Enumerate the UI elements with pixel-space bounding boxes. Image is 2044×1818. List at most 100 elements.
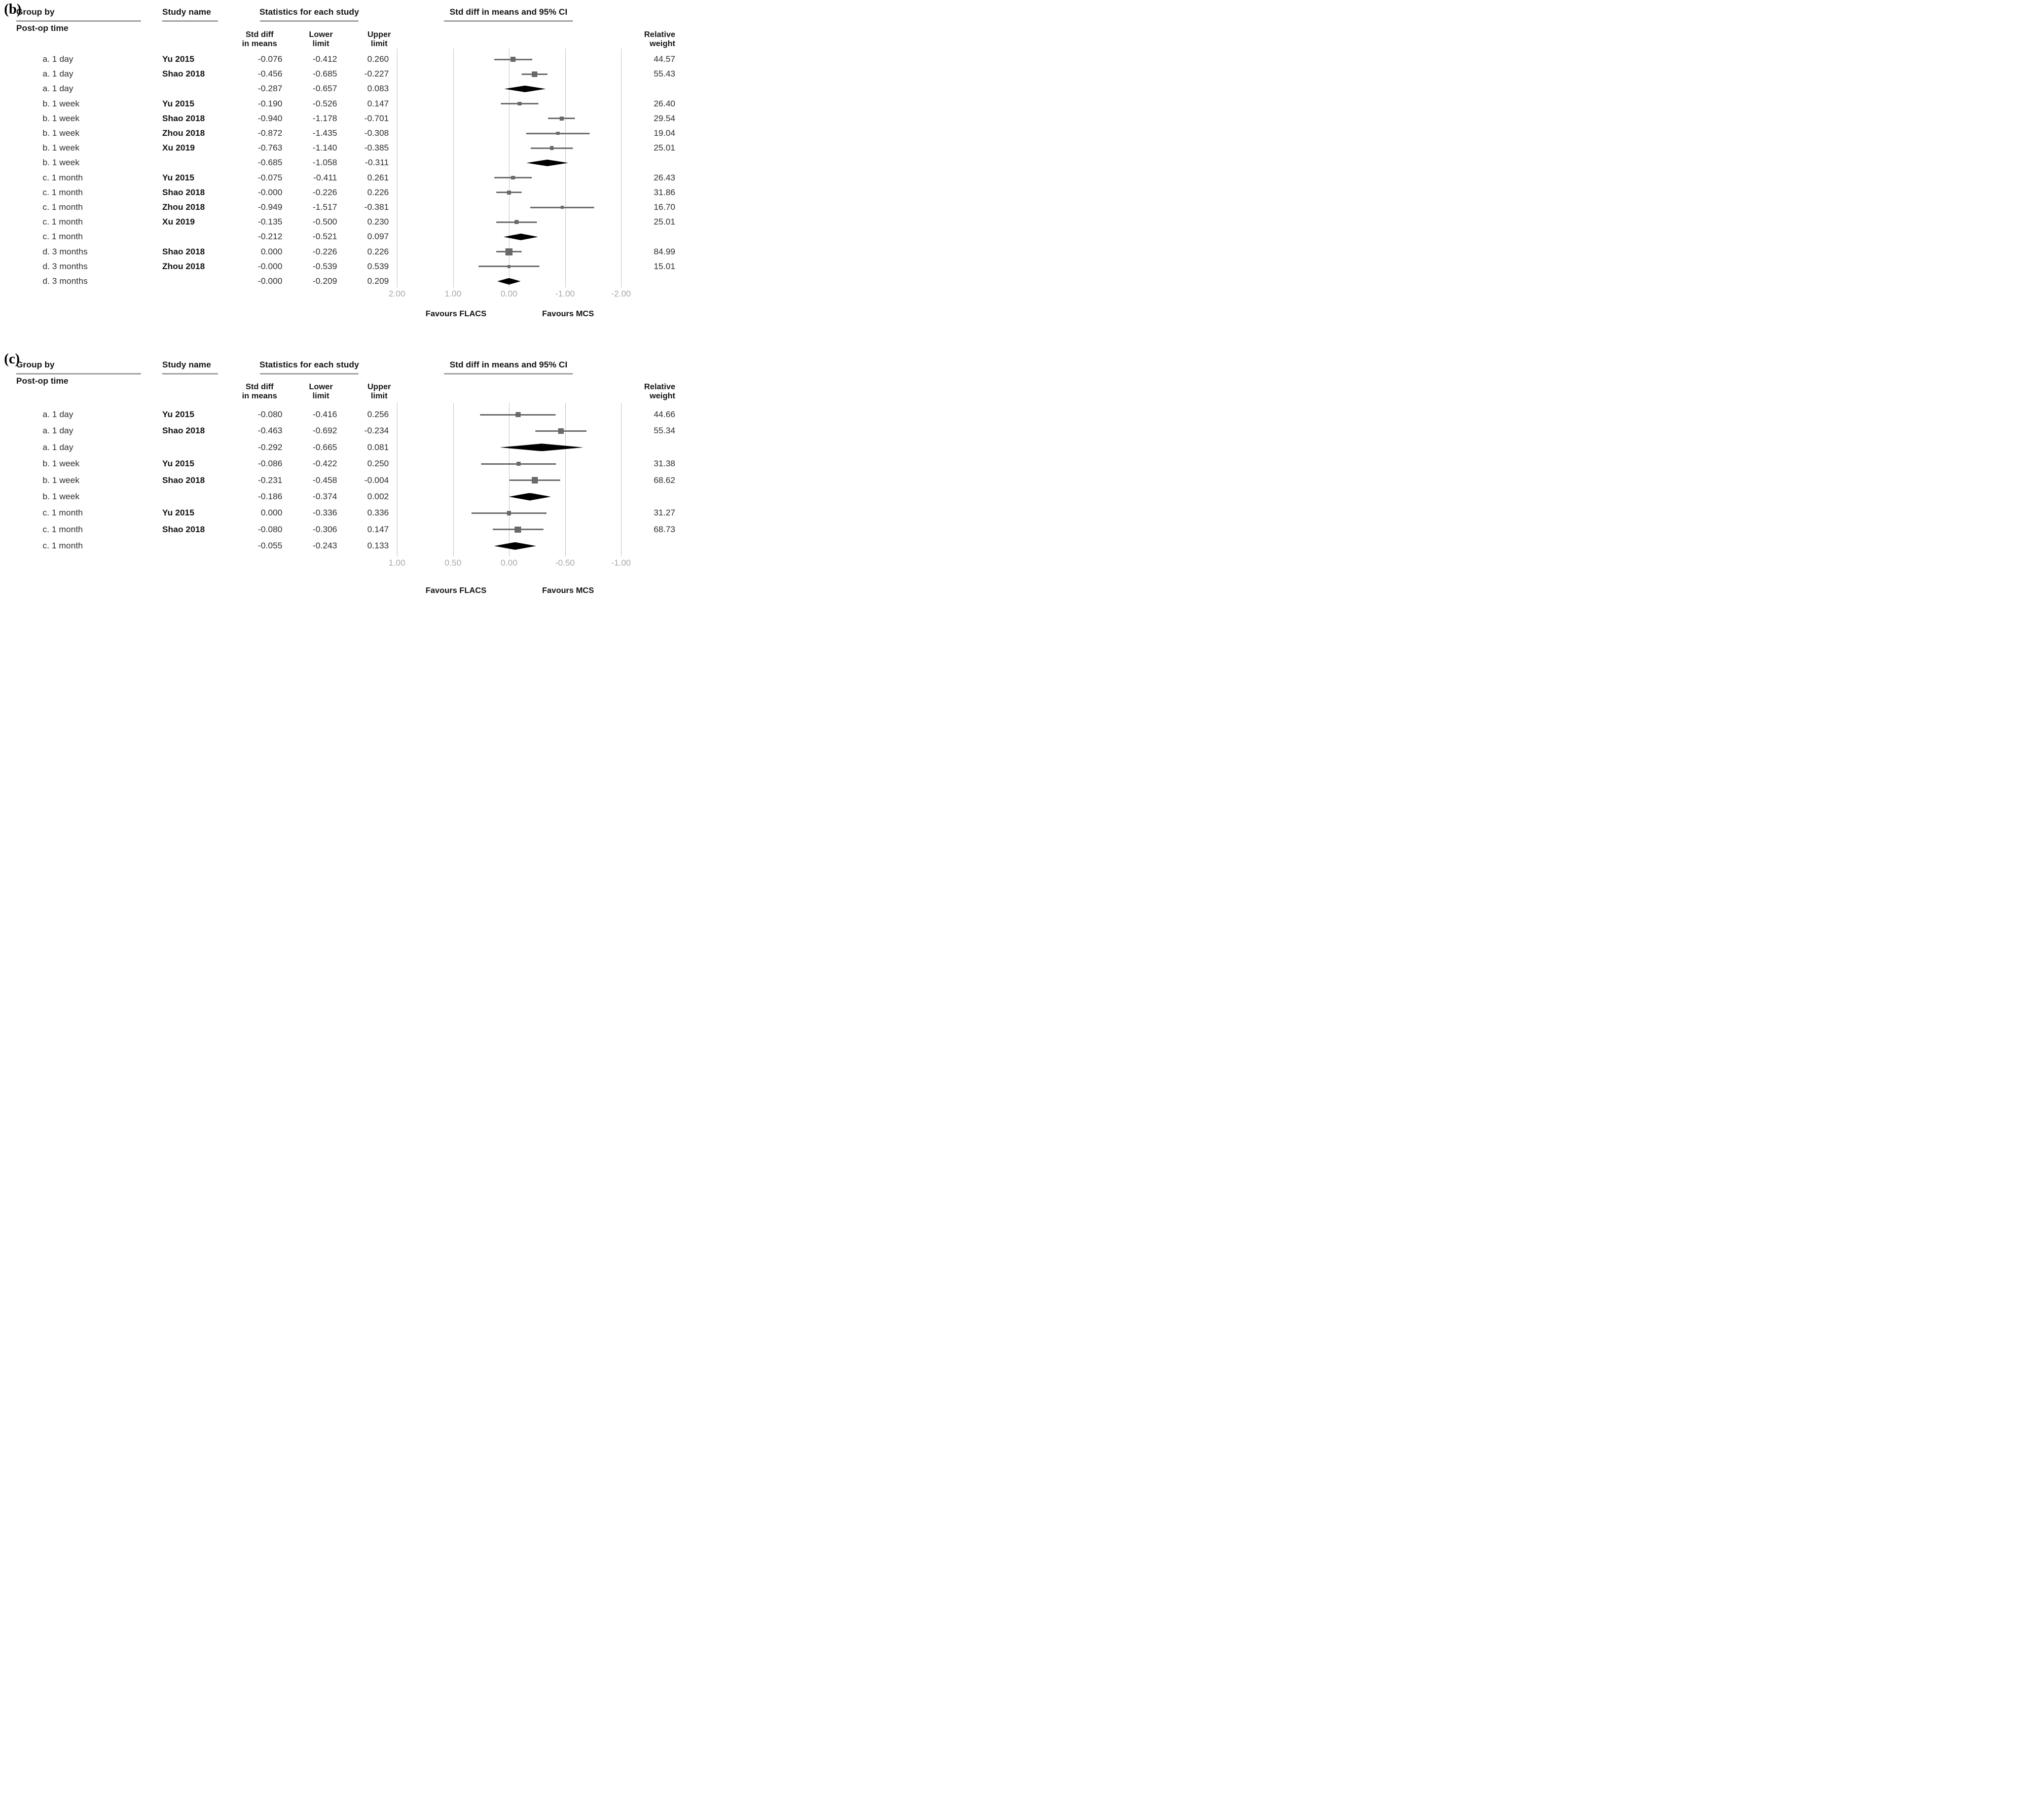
col-header-lower: limit (312, 392, 330, 400)
row-weight: 68.73 (653, 524, 675, 534)
row-upper: -0.701 (364, 113, 389, 123)
row-group-label: c. 1 month (43, 187, 83, 197)
row-lower: -0.692 (312, 426, 337, 436)
row-group-label: b. 1 week (43, 128, 80, 138)
study-name-underline (162, 373, 218, 375)
row-std-diff: -0.763 (258, 143, 282, 153)
ci-header: Std diff in means and 95% CI (449, 360, 568, 369)
row-std-diff: -0.000 (258, 276, 282, 286)
row-lower: -0.226 (312, 187, 337, 197)
row-study-name: Shao 2018 (162, 246, 205, 256)
row-lower: -1.178 (312, 113, 337, 123)
row-std-diff: -0.186 (258, 492, 282, 501)
row-upper: 0.147 (367, 524, 389, 534)
row-study-name: Yu 2015 (162, 172, 195, 182)
row-group-label: a. 1 day (43, 426, 74, 436)
row-lower: -0.521 (312, 232, 337, 242)
row-weight: 44.66 (653, 410, 675, 419)
row-std-diff: -0.231 (258, 475, 282, 485)
plot-gridline (565, 403, 566, 556)
col-header-upper: limit (371, 40, 388, 48)
row-weight: 55.34 (653, 426, 675, 436)
effect-square (511, 175, 516, 180)
row-weight: 44.57 (653, 54, 675, 64)
row-study-name: Xu 2019 (162, 143, 195, 153)
row-upper: 0.336 (367, 508, 389, 518)
row-group-label: a. 1 day (43, 54, 74, 64)
row-weight: 31.27 (653, 508, 675, 518)
effect-square (531, 477, 538, 484)
row-upper: 0.097 (367, 232, 389, 242)
row-weight: 25.01 (653, 217, 675, 227)
row-upper: -0.308 (364, 128, 389, 138)
plot-gridline (565, 49, 566, 287)
col-header-upper: Upper (367, 383, 391, 391)
effect-square (506, 190, 512, 195)
panel-label-b: (b) (4, 2, 22, 17)
row-group-label: c. 1 month (43, 217, 83, 227)
axis-tick-label: 0.00 (500, 558, 518, 568)
row-study-name: Yu 2015 (162, 98, 195, 108)
row-std-diff: -0.872 (258, 128, 282, 138)
row-std-diff: -0.055 (258, 541, 282, 551)
row-group-label: b. 1 week (43, 492, 80, 501)
group-by-underline (16, 373, 141, 375)
col-header-std-diff: Std diff (245, 30, 274, 39)
plot-gridline (453, 49, 454, 287)
col-header-lower: Lower (309, 30, 333, 39)
row-std-diff: -0.685 (258, 158, 282, 168)
row-std-diff: -0.076 (258, 54, 282, 64)
axis-tick-label: 1.00 (444, 289, 462, 299)
axis-tick-label: 2.00 (388, 289, 406, 299)
row-study-name: Shao 2018 (162, 69, 205, 79)
row-study-name: Zhou 2018 (162, 261, 205, 271)
row-study-name: Yu 2015 (162, 508, 195, 518)
row-weight: 29.54 (653, 113, 675, 123)
row-std-diff: 0.000 (261, 246, 282, 256)
col-header-lower: limit (312, 40, 330, 48)
relative-weight-header: weight (649, 392, 675, 400)
group-by-header: Group by (16, 360, 55, 369)
plot-gridline (453, 403, 454, 556)
row-std-diff: -0.949 (258, 202, 282, 212)
relative-weight-header: Relative (644, 30, 675, 39)
row-upper: -0.311 (365, 158, 389, 168)
col-header-lower: Lower (309, 383, 333, 391)
col-header-upper: Upper (367, 30, 391, 39)
group-by-underline (16, 20, 141, 22)
row-study-name: Shao 2018 (162, 113, 205, 123)
row-upper: 0.539 (367, 261, 389, 271)
col-header-std-diff: in means (242, 40, 277, 48)
row-lower: -0.209 (312, 276, 337, 286)
row-upper: 0.250 (367, 459, 389, 469)
row-std-diff: -0.456 (258, 69, 282, 79)
row-group-label: d. 3 months (43, 246, 88, 256)
row-std-diff: -0.135 (258, 217, 282, 227)
row-lower: -1.517 (312, 202, 337, 212)
study-name-underline (162, 20, 218, 22)
row-upper: -0.381 (364, 202, 389, 212)
forest-plot-figure: (b) Group by Post-op time Study name Statist… (0, 0, 681, 606)
row-weight: 68.62 (653, 475, 675, 485)
stats-underline (260, 373, 358, 375)
axis-tick-label: -1.00 (611, 558, 631, 568)
row-upper: 0.209 (367, 276, 389, 286)
axis-tick-label: -1.00 (555, 289, 575, 299)
row-upper: 0.226 (367, 246, 389, 256)
summary-diamond (504, 85, 546, 92)
effect-square (518, 101, 522, 106)
row-weight: 31.38 (653, 459, 675, 469)
row-lower: -0.422 (312, 459, 337, 469)
ci-header: Std diff in means and 95% CI (449, 7, 568, 17)
row-group-label: d. 3 months (43, 276, 88, 286)
effect-square (506, 511, 512, 515)
axis-tick-label: -0.50 (555, 558, 575, 568)
row-lower: -1.435 (312, 128, 337, 138)
row-upper: 0.226 (367, 187, 389, 197)
post-op-time-header: Post-op time (16, 376, 68, 386)
row-group-label: c. 1 month (43, 202, 83, 212)
effect-square (515, 412, 521, 417)
row-group-label: b. 1 week (43, 158, 80, 168)
row-upper: 0.260 (367, 54, 389, 64)
row-weight: 16.70 (653, 202, 675, 212)
